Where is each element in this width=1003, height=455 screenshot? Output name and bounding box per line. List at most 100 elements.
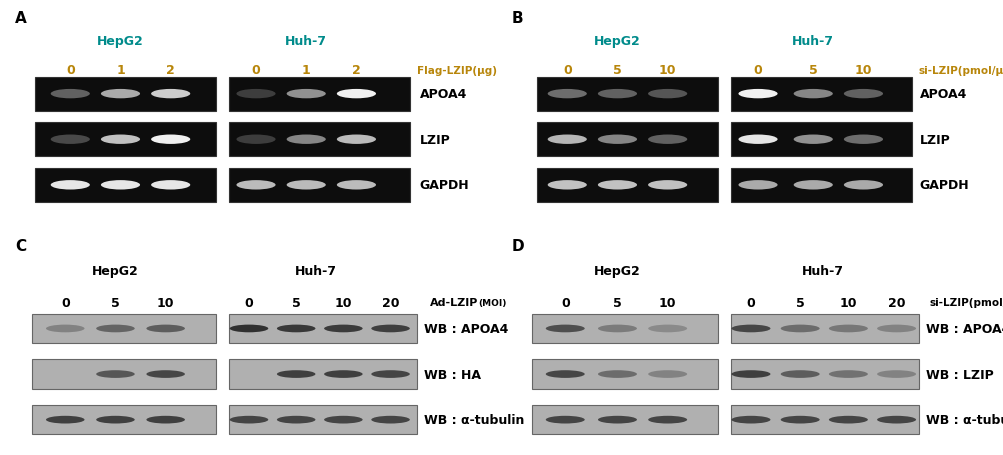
Text: 10: 10 <box>156 296 175 309</box>
Ellipse shape <box>793 135 832 145</box>
Text: WB : LZIP: WB : LZIP <box>925 368 992 381</box>
Ellipse shape <box>731 416 769 424</box>
Ellipse shape <box>287 135 326 145</box>
Ellipse shape <box>731 370 769 378</box>
FancyBboxPatch shape <box>730 359 918 389</box>
Text: si-LZIP(pmol/μl): si-LZIP(pmol/μl) <box>929 298 1003 308</box>
Ellipse shape <box>337 90 375 99</box>
Text: Huh-7: Huh-7 <box>791 35 833 48</box>
FancyBboxPatch shape <box>35 77 216 111</box>
Ellipse shape <box>146 325 185 333</box>
Ellipse shape <box>844 90 883 99</box>
Ellipse shape <box>877 416 915 424</box>
FancyBboxPatch shape <box>229 405 416 435</box>
Ellipse shape <box>738 90 776 99</box>
Text: 10: 10 <box>839 296 857 309</box>
Ellipse shape <box>237 90 275 99</box>
Text: APOA4: APOA4 <box>919 88 966 101</box>
Ellipse shape <box>96 325 134 333</box>
FancyBboxPatch shape <box>35 168 216 202</box>
Text: C: C <box>15 239 26 254</box>
Text: Flag-LZIP(μg): Flag-LZIP(μg) <box>416 66 496 76</box>
Ellipse shape <box>648 90 687 99</box>
FancyBboxPatch shape <box>229 168 409 202</box>
FancyBboxPatch shape <box>730 168 911 202</box>
Text: 5: 5 <box>292 296 300 309</box>
Ellipse shape <box>100 181 139 190</box>
Text: D: D <box>512 239 525 254</box>
Ellipse shape <box>844 135 883 145</box>
Ellipse shape <box>151 90 191 99</box>
Ellipse shape <box>844 181 883 190</box>
FancyBboxPatch shape <box>730 405 918 435</box>
Text: 20: 20 <box>887 296 905 309</box>
Text: (MOI): (MOI) <box>477 298 506 307</box>
Text: GAPDH: GAPDH <box>919 179 968 192</box>
Ellipse shape <box>51 135 90 145</box>
Ellipse shape <box>151 135 191 145</box>
Ellipse shape <box>548 90 586 99</box>
Text: 0: 0 <box>66 64 74 77</box>
Ellipse shape <box>371 416 409 424</box>
Ellipse shape <box>324 416 362 424</box>
Ellipse shape <box>828 370 867 378</box>
Ellipse shape <box>828 325 867 333</box>
Text: 10: 10 <box>658 64 676 77</box>
Ellipse shape <box>780 370 818 378</box>
Ellipse shape <box>648 135 687 145</box>
Ellipse shape <box>548 135 586 145</box>
FancyBboxPatch shape <box>537 123 717 157</box>
Ellipse shape <box>46 416 84 424</box>
Ellipse shape <box>230 416 268 424</box>
Ellipse shape <box>337 181 375 190</box>
Ellipse shape <box>100 90 139 99</box>
Ellipse shape <box>324 370 362 378</box>
Text: 0: 0 <box>563 64 571 77</box>
FancyBboxPatch shape <box>229 359 416 389</box>
Ellipse shape <box>598 181 637 190</box>
Text: 5: 5 <box>808 64 816 77</box>
Ellipse shape <box>324 325 362 333</box>
Text: 5: 5 <box>613 296 621 309</box>
Ellipse shape <box>793 181 832 190</box>
Text: 5: 5 <box>613 64 621 77</box>
FancyBboxPatch shape <box>229 123 409 157</box>
Ellipse shape <box>146 416 185 424</box>
Ellipse shape <box>828 416 867 424</box>
Text: WB : HA: WB : HA <box>423 368 480 381</box>
FancyBboxPatch shape <box>32 314 216 344</box>
Ellipse shape <box>277 325 315 333</box>
Ellipse shape <box>371 325 409 333</box>
Ellipse shape <box>546 416 584 424</box>
Ellipse shape <box>100 135 139 145</box>
Ellipse shape <box>151 181 191 190</box>
FancyBboxPatch shape <box>537 168 717 202</box>
FancyBboxPatch shape <box>229 77 409 111</box>
Ellipse shape <box>51 90 90 99</box>
Text: 2: 2 <box>352 64 360 77</box>
Ellipse shape <box>546 325 584 333</box>
FancyBboxPatch shape <box>537 77 717 111</box>
Text: LZIP: LZIP <box>919 133 950 147</box>
Text: 10: 10 <box>854 64 872 77</box>
Ellipse shape <box>738 135 776 145</box>
FancyBboxPatch shape <box>532 359 717 389</box>
Ellipse shape <box>598 416 636 424</box>
Ellipse shape <box>230 325 268 333</box>
Text: HepG2: HepG2 <box>594 35 640 48</box>
Ellipse shape <box>96 416 134 424</box>
Ellipse shape <box>51 181 90 190</box>
FancyBboxPatch shape <box>532 314 717 344</box>
Text: 1: 1 <box>116 64 124 77</box>
Text: 0: 0 <box>746 296 754 309</box>
Text: Huh-7: Huh-7 <box>801 264 844 278</box>
FancyBboxPatch shape <box>229 314 416 344</box>
Ellipse shape <box>648 370 686 378</box>
Text: 20: 20 <box>381 296 399 309</box>
Ellipse shape <box>46 325 84 333</box>
Ellipse shape <box>287 90 326 99</box>
Ellipse shape <box>731 325 769 333</box>
Text: APOA4: APOA4 <box>419 88 466 101</box>
Text: 10: 10 <box>658 296 676 309</box>
FancyBboxPatch shape <box>35 123 216 157</box>
